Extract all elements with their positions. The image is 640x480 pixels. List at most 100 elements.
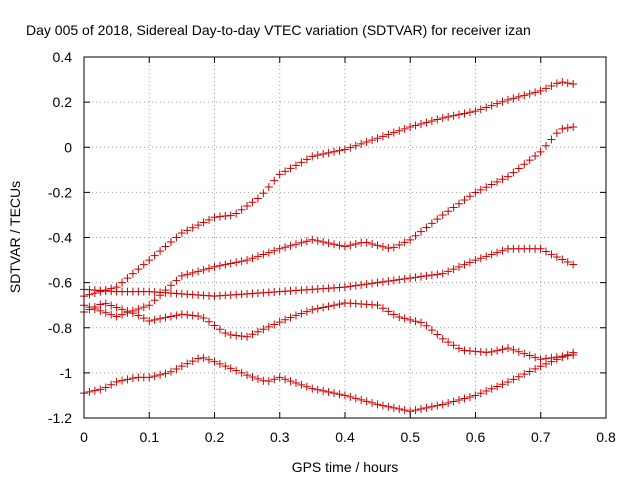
data-point xyxy=(487,384,496,393)
data-point xyxy=(444,338,453,347)
data-point xyxy=(275,244,284,253)
data-point xyxy=(460,196,469,205)
data-point xyxy=(357,139,366,148)
data-point xyxy=(346,241,355,250)
data-point xyxy=(340,242,349,251)
data-point xyxy=(563,350,572,359)
data-point xyxy=(199,313,208,322)
data-point xyxy=(400,314,409,323)
data-point xyxy=(330,301,339,310)
data-point xyxy=(455,199,464,208)
data-point xyxy=(362,138,371,147)
data-point xyxy=(264,182,273,191)
data-point xyxy=(406,235,415,244)
data-point xyxy=(232,258,241,267)
data-point xyxy=(161,242,170,251)
data-point xyxy=(281,315,290,324)
data-point xyxy=(340,145,349,154)
data-point xyxy=(558,353,567,362)
data-point xyxy=(384,277,393,286)
data-point xyxy=(85,387,94,396)
data-point xyxy=(134,311,143,320)
data-point xyxy=(232,366,241,375)
x-tick-label: 0.7 xyxy=(531,429,551,445)
data-point xyxy=(302,382,311,391)
x-tick-label: 0.8 xyxy=(596,429,616,445)
data-point xyxy=(542,247,551,256)
data-point xyxy=(161,313,170,322)
data-point xyxy=(139,314,148,323)
data-point xyxy=(449,341,458,350)
data-point xyxy=(101,299,110,308)
data-point xyxy=(542,359,551,368)
data-point xyxy=(226,330,235,339)
data-point xyxy=(253,327,262,336)
data-point xyxy=(259,250,268,259)
data-point xyxy=(248,372,257,381)
data-point xyxy=(449,111,458,120)
data-point xyxy=(145,301,154,310)
data-point xyxy=(563,257,572,266)
data-point xyxy=(558,124,567,133)
data-point xyxy=(411,121,420,130)
data-point xyxy=(520,349,529,358)
data-point xyxy=(291,240,300,249)
data-point xyxy=(145,316,154,325)
data-point xyxy=(259,325,268,334)
data-point xyxy=(552,355,561,364)
data-point xyxy=(368,239,377,248)
data-point xyxy=(362,280,371,289)
data-point xyxy=(308,305,317,314)
data-point xyxy=(123,375,132,384)
data-point xyxy=(194,312,203,321)
data-point xyxy=(482,183,491,192)
data-point xyxy=(286,164,295,173)
data-point xyxy=(188,223,197,232)
data-point xyxy=(275,373,284,382)
data-point xyxy=(406,315,415,324)
data-point xyxy=(319,303,328,312)
data-point xyxy=(514,372,523,381)
data-point xyxy=(433,115,442,124)
data-point xyxy=(487,250,496,259)
data-point xyxy=(101,308,110,317)
data-point xyxy=(558,78,567,87)
y-tick-label: 0.4 xyxy=(53,49,73,65)
data-point xyxy=(297,238,306,247)
x-axis-label: GPS time / hours xyxy=(292,459,399,475)
data-point xyxy=(264,248,273,257)
data-point xyxy=(183,270,192,279)
data-point xyxy=(373,241,382,250)
data-point xyxy=(226,211,235,220)
data-point xyxy=(362,238,371,247)
data-point xyxy=(362,397,371,406)
data-point xyxy=(416,119,425,128)
data-point xyxy=(210,213,219,222)
data-point xyxy=(373,134,382,143)
data-point xyxy=(324,302,333,311)
data-point xyxy=(514,164,523,173)
data-point xyxy=(569,260,578,269)
data-point xyxy=(166,238,175,247)
data-point xyxy=(248,254,257,263)
data-point xyxy=(210,357,219,366)
data-point xyxy=(357,395,366,404)
data-point xyxy=(395,126,404,135)
data-point xyxy=(444,112,453,121)
data-point xyxy=(112,377,121,386)
data-point xyxy=(558,255,567,264)
data-point xyxy=(455,110,464,119)
data-point xyxy=(270,246,279,255)
data-point xyxy=(85,305,94,314)
data-point xyxy=(471,256,480,265)
x-tick-label: 0.3 xyxy=(270,429,290,445)
data-point xyxy=(281,243,290,252)
data-point xyxy=(150,315,159,324)
data-point xyxy=(455,262,464,271)
data-point xyxy=(90,302,99,311)
data-point xyxy=(96,385,105,394)
data-point xyxy=(118,278,127,287)
data-point xyxy=(351,394,360,403)
data-point xyxy=(183,359,192,368)
